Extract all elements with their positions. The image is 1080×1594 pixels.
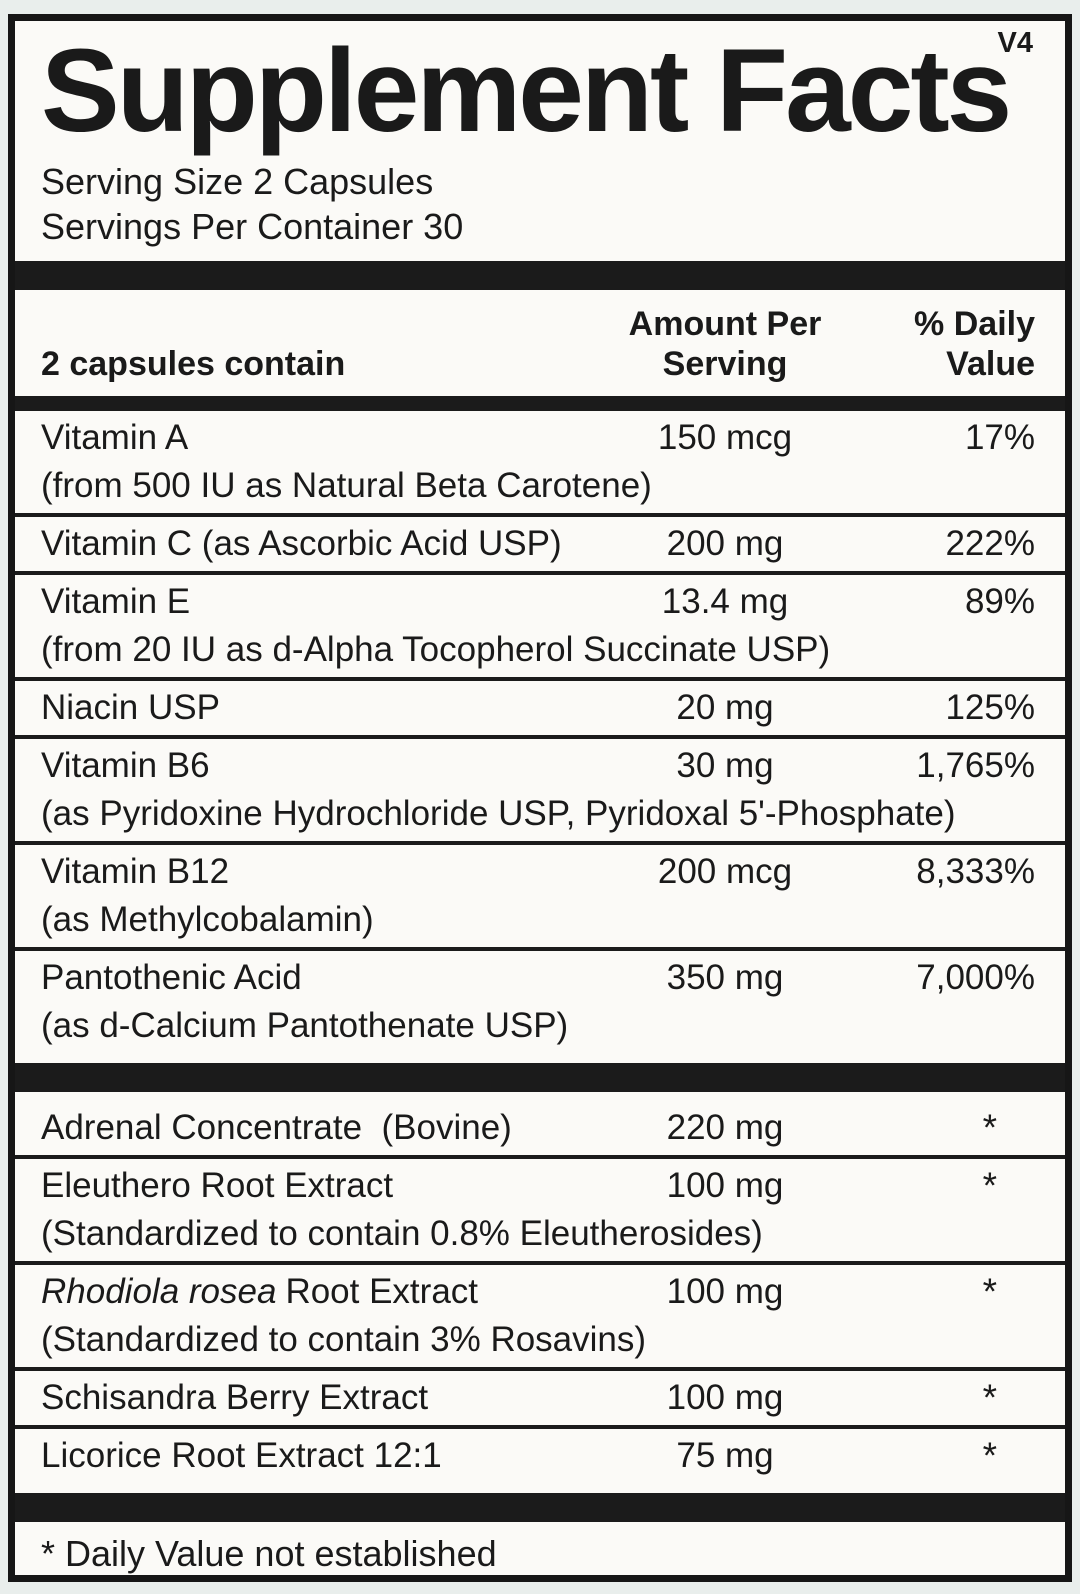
nutrient-row-vitamin-b12: Vitamin B12 200 mcg 8,333% (as Methylcob… (41, 845, 1035, 947)
row-name-latin: Rhodiola rosea (41, 1271, 277, 1311)
row-name: Vitamin E (41, 581, 191, 621)
row-separator (15, 1260, 1065, 1265)
row-name: Licorice Root Extract 12:1 (41, 1435, 442, 1475)
title-section: Supplement Facts V4 (41, 21, 1035, 151)
row-name: Vitamin A (41, 417, 189, 457)
row-separator (15, 570, 1065, 575)
row-amount: 200 mg (666, 523, 784, 563)
version-tag: V4 (997, 27, 1033, 59)
row-separator (15, 840, 1065, 845)
row-daily-value: * (982, 1164, 997, 1206)
row-amount: 150 mcg (657, 417, 793, 457)
nutrient-row-vitamin-a: Vitamin A 150 mcg 17% (from 500 IU as Na… (41, 411, 1035, 513)
serving-info: Serving Size 2 Capsules Servings Per Con… (41, 159, 1035, 249)
header-amount-line2: Serving (662, 345, 788, 384)
row-amount: 13.4 mg (661, 581, 789, 621)
row-amount: 100 mg (666, 1271, 784, 1311)
row-separator (15, 946, 1065, 951)
row-separator (15, 1424, 1065, 1429)
row-amount: 75 mg (676, 1435, 774, 1475)
row-name-rest: Root Extract (285, 1271, 479, 1311)
header-amount-column: Amount Per Serving (580, 304, 870, 384)
row-name: Schisandra Berry Extract (41, 1377, 429, 1417)
nutrient-row-vitamin-e: Vitamin E 13.4 mg 89% (from 20 IU as d-A… (41, 575, 1035, 677)
row-daily-value: * (982, 1270, 997, 1312)
divider-bar-top (15, 261, 1065, 291)
divider-bar-bottom (15, 1492, 1065, 1522)
header-amount-line1: Amount Per (628, 305, 822, 344)
herbal-row-rhodiola: Rhodiola rosea Root Extract 100 mg * (Sta… (41, 1265, 1035, 1367)
row-name: Adrenal Concentrate (Bovine) (41, 1107, 512, 1147)
row-amount: 220 mg (666, 1107, 784, 1147)
row-amount: 20 mg (676, 687, 774, 727)
row-name: Niacin USP (41, 687, 220, 727)
footnote: * Daily Value not established (41, 1532, 497, 1574)
row-separator (15, 734, 1065, 739)
supplement-facts-panel: Supplement Facts V4 Serving Size 2 Capsu… (8, 14, 1072, 1582)
row-daily-value: 7,000% (916, 957, 1035, 997)
row-detail: (as Pyridoxine Hydrochloride USP, Pyrido… (41, 793, 956, 833)
row-detail: (from 500 IU as Natural Beta Carotene) (41, 465, 652, 505)
row-daily-value: 17% (964, 417, 1035, 457)
row-daily-value: * (982, 1376, 997, 1418)
header-dv-column: % Daily Value (870, 304, 1035, 384)
row-amount: 200 mcg (657, 851, 793, 891)
herbal-section: Adrenal Concentrate (Bovine) 220 mg * El… (15, 1101, 1065, 1483)
herbal-row-licorice: Licorice Root Extract 12:1 75 mg * (41, 1429, 1035, 1483)
row-detail: (as d-Calcium Pantothenate USP) (41, 1005, 569, 1045)
row-separator (15, 1366, 1065, 1371)
row-daily-value: 125% (945, 687, 1035, 727)
row-amount: 350 mg (666, 957, 784, 997)
servings-per-container-line: Servings Per Container 30 (41, 206, 464, 248)
row-amount: 30 mg (676, 745, 774, 785)
row-name: Eleuthero Root Extract (41, 1165, 394, 1205)
nutrient-row-vitamin-c: Vitamin C (as Ascorbic Acid USP) 200 mg … (41, 517, 1035, 571)
row-name: Rhodiola rosea Root Extract (41, 1268, 580, 1316)
row-name: Pantothenic Acid (41, 957, 302, 997)
row-daily-value: * (982, 1434, 997, 1476)
row-detail: (from 20 IU as d-Alpha Tocopherol Succin… (41, 629, 831, 669)
row-name: Vitamin B12 (41, 851, 230, 891)
row-separator (15, 676, 1065, 681)
row-amount: 100 mg (666, 1165, 784, 1205)
row-separator (15, 1154, 1065, 1159)
herbal-row-eleuthero: Eleuthero Root Extract 100 mg * (Standar… (41, 1159, 1035, 1261)
herbal-row-adrenal-concentrate: Adrenal Concentrate (Bovine) 220 mg * (41, 1101, 1035, 1155)
row-daily-value: * (982, 1106, 997, 1148)
nutrient-row-vitamin-b6: Vitamin B6 30 mg 1,765% (as Pyridoxine H… (41, 739, 1035, 841)
nutrient-row-niacin: Niacin USP 20 mg 125% (41, 681, 1035, 735)
row-amount: 100 mg (666, 1377, 784, 1417)
row-name: Vitamin C (as Ascorbic Acid USP) (41, 523, 562, 563)
nutrient-row-pantothenic-acid: Pantothenic Acid 350 mg 7,000% (as d-Cal… (41, 951, 1035, 1053)
row-detail: (Standardized to contain 0.8% Eleutheros… (41, 1213, 763, 1253)
row-detail: (as Methylcobalamin) (41, 899, 374, 939)
row-daily-value: 8,333% (916, 851, 1035, 891)
row-name: Vitamin B6 (41, 745, 210, 785)
divider-bar-middle (15, 1062, 1065, 1092)
header-dv-line1: % Daily (914, 305, 1035, 344)
table-header: 2 capsules contain Amount Per Serving % … (41, 290, 1035, 395)
header-name-column: 2 capsules contain (41, 345, 346, 384)
divider-bar-header (15, 395, 1065, 411)
header-dv-line2: Value (946, 345, 1035, 384)
herbal-row-schisandra: Schisandra Berry Extract 100 mg * (41, 1371, 1035, 1425)
row-separator (15, 512, 1065, 517)
row-daily-value: 1,765% (916, 745, 1035, 785)
row-daily-value: 222% (945, 523, 1035, 563)
nutrient-section: Vitamin A 150 mcg 17% (from 500 IU as Na… (15, 411, 1065, 1053)
row-daily-value: 89% (964, 581, 1035, 621)
page-title: Supplement Facts (41, 25, 1012, 157)
serving-size-line: Serving Size 2 Capsules (41, 161, 434, 203)
row-detail: (Standardized to contain 3% Rosavins) (41, 1319, 647, 1359)
